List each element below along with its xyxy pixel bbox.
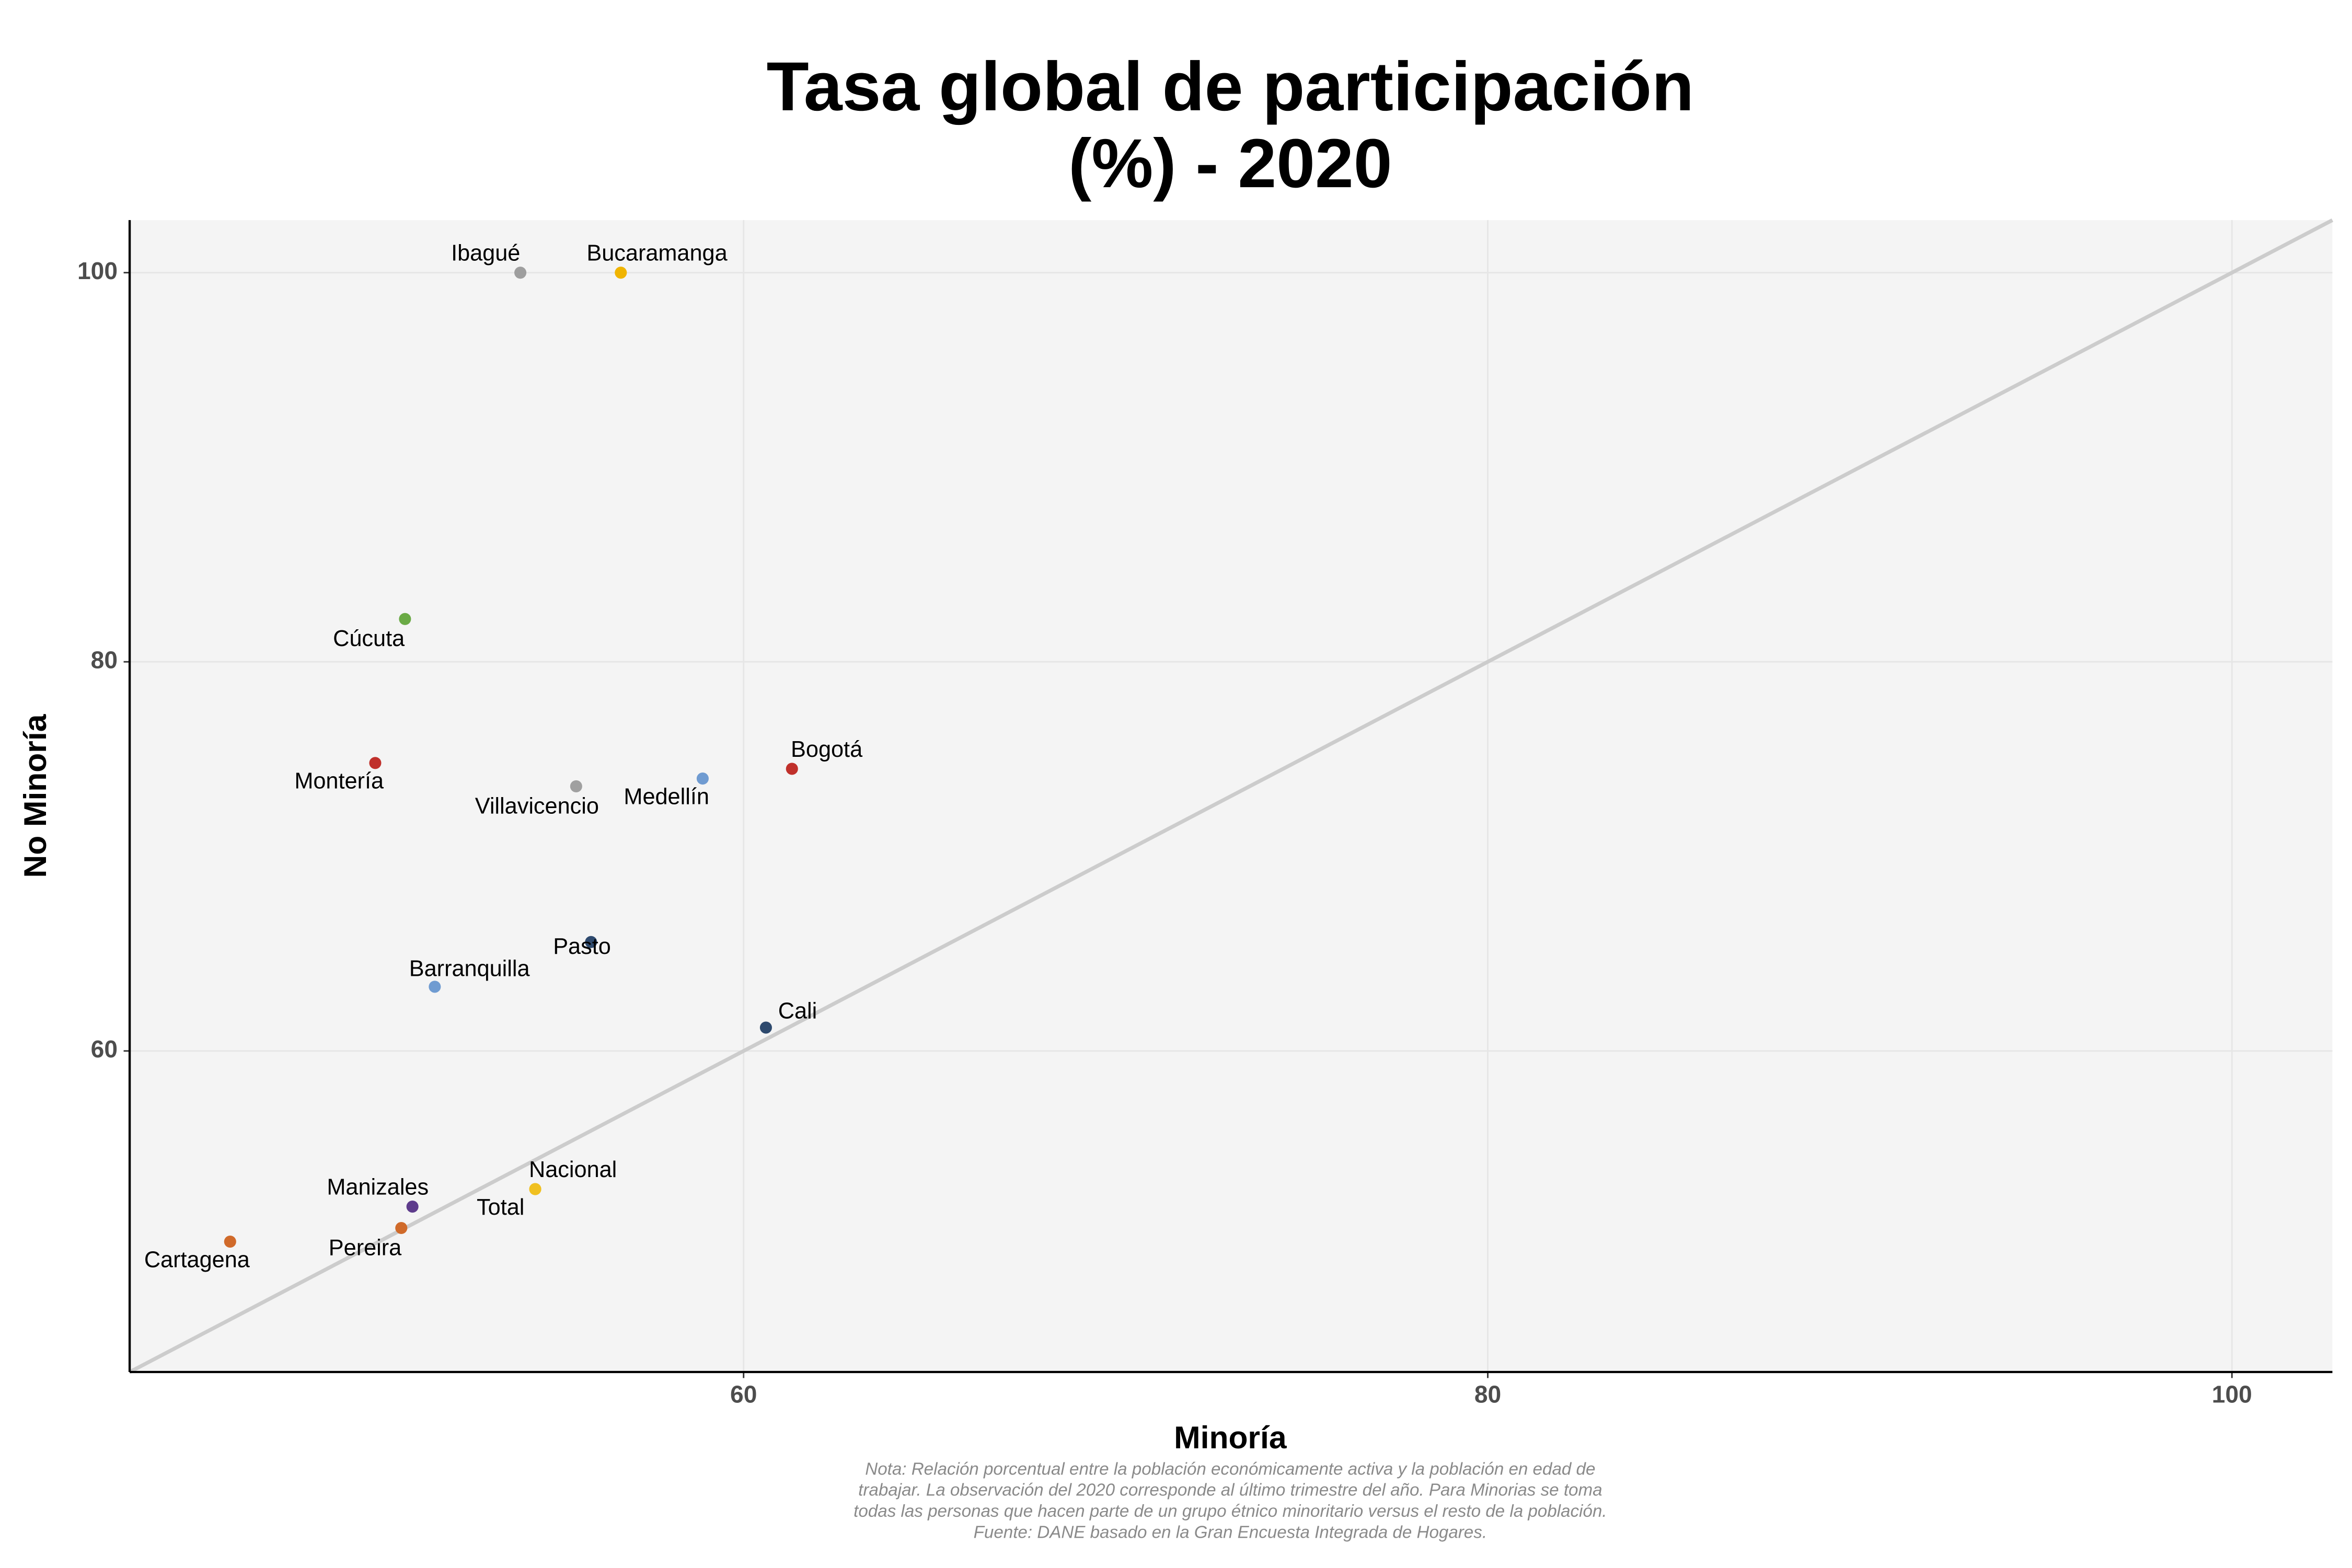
chart-title: (%) - 2020 (1068, 125, 1392, 202)
point-label: Total (477, 1195, 524, 1220)
point (570, 780, 582, 793)
note: todas las personas que hacen parte de un… (854, 1502, 1607, 1521)
point (786, 763, 798, 775)
note: Nota: Relación porcentual entre la pobla… (865, 1459, 1595, 1479)
x-tick-label: 80 (1474, 1380, 1501, 1408)
point-label: Bogotá (791, 737, 863, 762)
point-label: Nacional (529, 1157, 617, 1182)
note: trabajar. La observación del 2020 corres… (858, 1481, 1602, 1500)
point (615, 267, 627, 279)
point (369, 757, 382, 769)
point-label: Montería (294, 769, 384, 794)
point (696, 773, 709, 785)
point (429, 981, 441, 993)
point-label: Cali (778, 999, 817, 1024)
point-label: Pereira (329, 1235, 402, 1260)
point-label: Ibagué (451, 240, 520, 266)
point-label: Manizales (327, 1174, 429, 1200)
point-label: Cúcuta (333, 626, 405, 651)
point-label: Villavicencio (475, 793, 599, 818)
y-tick-label: 80 (91, 646, 118, 673)
y-tick-label: 60 (91, 1035, 118, 1063)
x-axis-title: Minoría (1174, 1420, 1287, 1455)
reference-line (129, 218, 2334, 1374)
x-tick-label: 100 (2212, 1380, 2252, 1408)
point (759, 1021, 772, 1034)
y-axis-title: No Minoría (17, 713, 53, 878)
note: Fuente: DANE basado en la Gran Encuesta … (974, 1523, 1487, 1542)
point (395, 1221, 408, 1235)
point-label: Bucaramanga (586, 240, 728, 266)
point (406, 1201, 419, 1213)
point-label: Cartagena (144, 1248, 250, 1273)
point-label: Barranquilla (409, 956, 531, 982)
chart-title: Tasa global de participación (767, 48, 1694, 125)
point (224, 1236, 236, 1248)
point (585, 936, 597, 948)
point (399, 613, 411, 625)
y-tick-label: 100 (77, 257, 118, 284)
point (529, 1183, 541, 1195)
point (514, 267, 527, 279)
point-label: Pasto (553, 934, 611, 959)
x-tick-label: 60 (730, 1380, 757, 1408)
point-label: Medellín (624, 784, 709, 809)
